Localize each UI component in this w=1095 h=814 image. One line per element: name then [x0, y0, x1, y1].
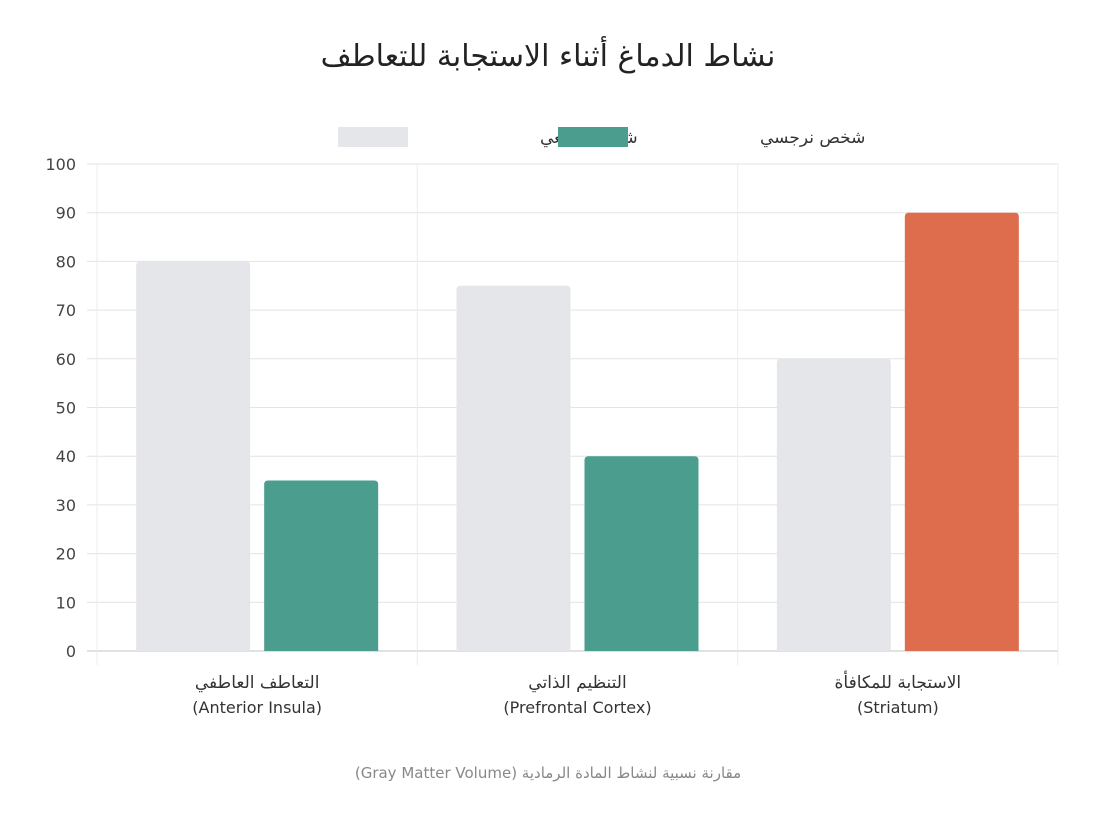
x-category-sublabel: (Prefrontal Cortex): [503, 698, 651, 717]
y-tick-label: 30: [56, 496, 76, 515]
y-tick-label: 60: [56, 350, 76, 369]
bars: [136, 212, 1019, 651]
legend: شخص طبيعيشخص نرجسي: [338, 127, 865, 148]
x-category-sublabel: (Striatum): [857, 698, 939, 717]
bar-normal-2: [776, 358, 891, 651]
y-tick-label: 80: [56, 252, 76, 271]
y-tick-label: 40: [56, 447, 76, 466]
x-category-label: التنظيم الذاتي: [528, 673, 626, 693]
legend-swatch-0: [338, 127, 408, 147]
y-tick-label: 10: [56, 593, 76, 612]
y-tick-label: 50: [56, 399, 76, 418]
legend-swatch-1: [558, 127, 628, 147]
bar-narcissist-1: [584, 456, 699, 651]
y-tick-label: 90: [56, 204, 76, 223]
x-axis-labels: التعاطف العاطفي (Anterior Insula) التنظيم …: [192, 670, 961, 717]
bar-narcissist-2: [904, 212, 1019, 651]
x-category-label: الاستجابة للمكافأة: [835, 670, 962, 693]
chart-caption: مقارنة نسبية لنشاط المادة الرمادية (Gray…: [355, 764, 741, 782]
y-axis-ticks: 0 10 20 30 40 50 60 70 80 90 100: [45, 155, 76, 661]
bar-normal-0: [136, 261, 251, 651]
chart-title: نشاط الدماغ أثناء الاستجابة للتعاطف: [321, 35, 776, 74]
gridlines: [87, 163, 1059, 665]
y-tick-label: 20: [56, 545, 76, 564]
legend-label-1: شخص نرجسي: [760, 128, 865, 148]
x-category-label: التعاطف العاطفي: [195, 673, 320, 693]
y-tick-label: 70: [56, 301, 76, 320]
bar-normal-1: [456, 285, 571, 651]
x-category-sublabel: (Anterior Insula): [192, 698, 322, 717]
y-tick-label: 0: [66, 642, 76, 661]
bar-narcissist-0: [264, 480, 379, 651]
y-tick-label: 100: [45, 155, 76, 174]
